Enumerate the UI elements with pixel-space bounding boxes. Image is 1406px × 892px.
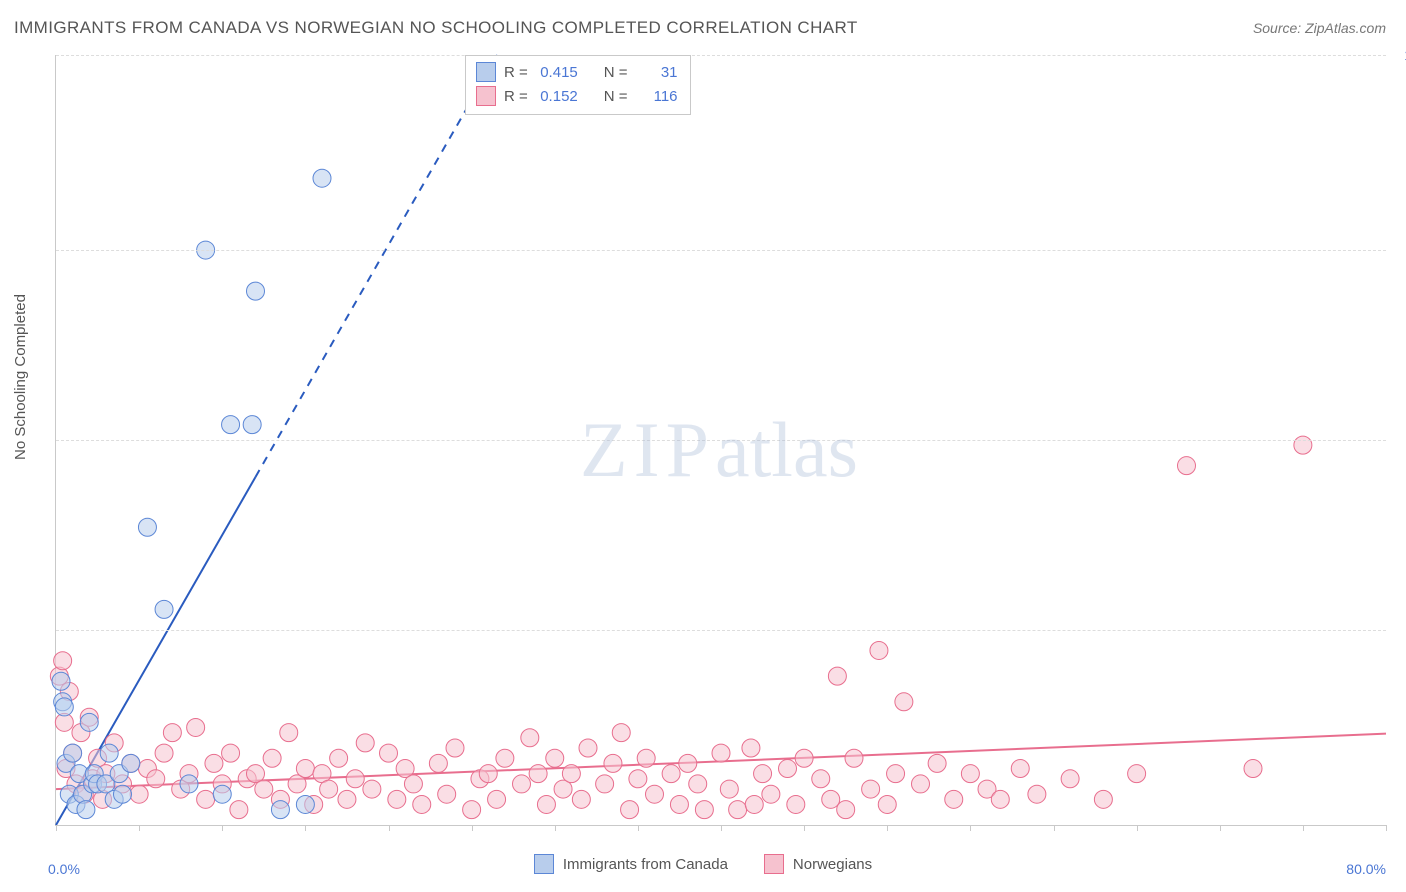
r-value-pink: 0.152 [536, 88, 578, 105]
watermark: ZIPatlas [580, 405, 858, 495]
legend-item-blue: Immigrants from Canada [534, 854, 728, 874]
watermark-part2: atlas [715, 406, 858, 493]
grid-line [56, 250, 1386, 251]
legend-swatch-blue [534, 854, 554, 874]
x-tick [1054, 825, 1055, 831]
n-label: N = [604, 64, 628, 81]
x-tick [305, 825, 306, 831]
swatch-pink [476, 86, 496, 106]
x-tick [555, 825, 556, 831]
source-label: Source: ZipAtlas.com [1253, 20, 1386, 36]
x-tick [56, 825, 57, 831]
grid-line [56, 55, 1386, 56]
x-tick [804, 825, 805, 831]
legend-item-pink: Norwegians [764, 854, 872, 874]
x-tick [1303, 825, 1304, 831]
bottom-legend: Immigrants from Canada Norwegians [0, 854, 1406, 874]
stats-row-pink: R = 0.152 N = 116 [476, 84, 678, 108]
x-tick [970, 825, 971, 831]
x-tick [887, 825, 888, 831]
watermark-part1: ZIP [580, 406, 715, 493]
chart-title: IMMIGRANTS FROM CANADA VS NORWEGIAN NO S… [14, 18, 858, 38]
r-label: R = [504, 64, 528, 81]
x-tick [139, 825, 140, 831]
r-label: R = [504, 88, 528, 105]
x-tick [389, 825, 390, 831]
n-value-pink: 116 [636, 88, 678, 105]
x-tick [1137, 825, 1138, 831]
stats-row-blue: R = 0.415 N = 31 [476, 60, 678, 84]
x-tick [721, 825, 722, 831]
x-tick [1220, 825, 1221, 831]
n-value-blue: 31 [636, 64, 678, 81]
swatch-blue [476, 62, 496, 82]
y-axis-label: No Schooling Completed [12, 294, 29, 460]
legend-label-pink: Norwegians [793, 856, 872, 873]
r-value-blue: 0.415 [536, 64, 578, 81]
legend-label-blue: Immigrants from Canada [563, 856, 728, 873]
legend-swatch-pink [764, 854, 784, 874]
grid-line [56, 630, 1386, 631]
x-tick [1386, 825, 1387, 831]
x-tick [222, 825, 223, 831]
stats-legend-box: R = 0.415 N = 31 R = 0.152 N = 116 [465, 55, 691, 115]
x-tick [472, 825, 473, 831]
x-tick [638, 825, 639, 831]
n-label: N = [604, 88, 628, 105]
